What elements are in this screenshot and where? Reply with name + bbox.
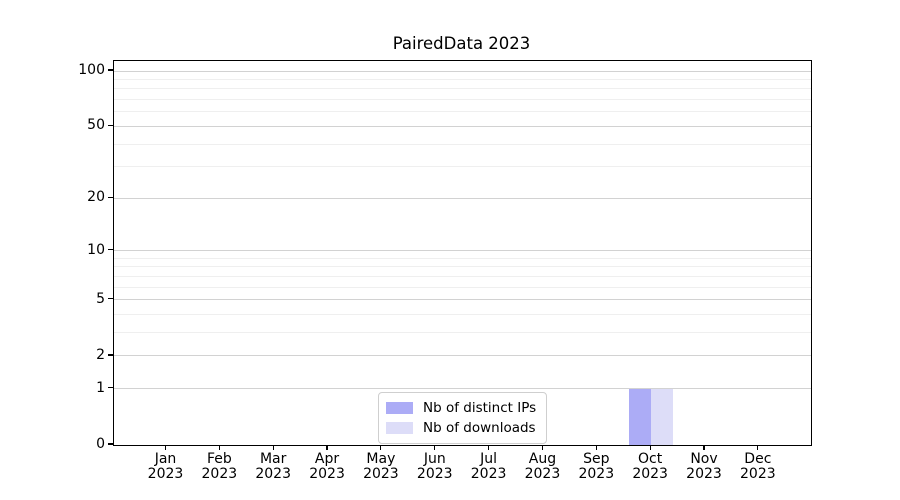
y-tick-mark [108,249,113,251]
y-tick-label: 0 [96,436,105,452]
y-tick-label: 1 [96,379,105,396]
x-tick-mark [757,445,759,450]
gridline-major [114,197,811,199]
x-tick-label: May 2023 [349,452,413,482]
x-tick-year: 2023 [363,466,399,482]
y-tick-label: 100 [78,62,105,78]
x-tick-month: Aug [528,451,557,467]
legend: Nb of distinct IPs Nb of downloads [378,392,548,444]
x-tick-month: Jan [154,451,177,467]
gridline-minor [114,286,811,288]
gridline-minor [114,266,811,268]
x-tick-label: Jan 2023 [134,452,198,482]
y-tick-label: 50 [87,117,105,134]
x-tick-mark [649,445,651,450]
x-tick-mark [164,445,167,450]
gridline-major [114,355,811,357]
chart-title: PairedData 2023 [392,34,531,53]
x-tick-label: Nov 2023 [672,452,736,482]
legend-item: Nb of downloads [386,418,536,438]
x-tick-mark [595,445,597,450]
x-tick-month: Oct [638,451,663,467]
x-tick-mark [272,445,274,450]
y-tick-label: 5 [96,290,105,307]
y-tick-mark [108,354,113,356]
legend-label: Nb of downloads [423,420,536,436]
legend-label: Nb of distinct IPs [423,400,537,416]
gridline-minor [114,166,811,168]
x-tick-mark [703,445,705,450]
x-tick-month: Jul [480,451,498,467]
gridline-minor [114,314,811,316]
gridline-minor [114,332,811,334]
x-tick-year: 2023 [686,466,722,482]
x-tick-month: Dec [744,451,772,467]
x-tick-year: 2023 [740,466,776,482]
x-tick-month: Feb [206,451,232,467]
x-tick-label: Dec 2023 [726,452,790,482]
x-tick-month: Apr [314,451,340,467]
gridline-minor [114,257,811,259]
x-tick-label: Feb 2023 [187,452,251,482]
y-tick-mark [108,298,113,300]
x-tick-mark [326,445,328,450]
plot-area [113,60,812,446]
x-tick-year: 2023 [201,466,238,482]
x-tick-label: Mar 2023 [241,452,305,482]
y-tick-label: 10 [87,241,105,258]
x-tick-year: 2023 [524,466,561,482]
x-tick-label: Jun 2023 [403,452,467,482]
x-tick-month: Mar [259,451,287,467]
x-tick-label: Aug 2023 [510,452,574,482]
x-tick-label: Jul 2023 [457,452,521,482]
x-tick-label: Sep 2023 [564,452,628,482]
y-tick-label: 20 [87,189,105,206]
x-tick-mark [380,445,382,450]
x-tick-year: 2023 [416,466,453,482]
gridline-minor [114,275,811,277]
y-tick-mark [108,196,113,198]
x-tick-mark [541,445,544,450]
gridline-major [114,70,811,72]
x-tick-month: Nov [690,451,718,467]
legend-swatch [386,402,413,414]
legend-swatch [386,422,413,434]
x-tick-year: 2023 [470,466,507,482]
gridline-major [114,125,811,127]
gridline-minor [114,99,811,101]
x-tick-year: 2023 [309,466,345,482]
x-tick-mark [218,445,220,450]
gridline-minor [114,143,811,145]
x-tick-mark [488,445,490,450]
gridline-major [114,299,811,301]
x-tick-year: 2023 [147,466,184,482]
x-tick-month: May [366,451,396,467]
y-tick-mark [108,387,113,389]
x-tick-label: Apr 2023 [295,452,359,482]
x-tick-label: Oct 2023 [618,452,682,482]
gridline-minor [114,88,811,90]
y-tick-mark [108,69,113,71]
x-tick-year: 2023 [632,466,668,482]
y-tick-mark [108,443,113,445]
x-tick-year: 2023 [255,466,291,482]
y-tick-mark [108,124,113,126]
x-tick-month: Sep [583,451,610,467]
gridline-major [114,250,811,252]
gridline-minor [114,78,811,80]
x-tick-year: 2023 [578,466,615,482]
gridline-minor [114,111,811,113]
x-tick-mark [434,445,436,450]
bar-nb-of-distinct-ips [629,388,652,445]
gridline-major [114,388,811,390]
legend-item: Nb of distinct IPs [386,398,536,418]
bar-nb-of-downloads [651,388,674,445]
x-tick-month: Jun [423,451,446,467]
y-tick-label: 2 [96,346,105,363]
